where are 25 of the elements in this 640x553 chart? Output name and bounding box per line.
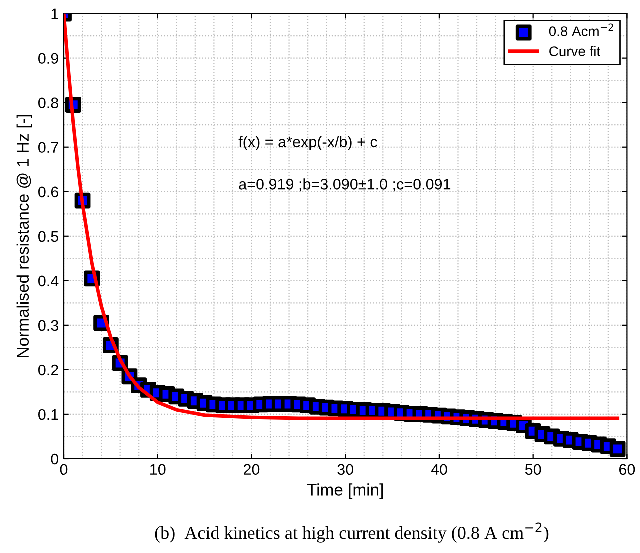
legend-label: 0.8 Acm$^{−2}$ (549, 24, 614, 36)
annotation: f(x) = a*exp(-x/b) + c (238, 136, 378, 151)
x-tick-label: 40 (431, 464, 448, 476)
y-tick-label: 0.8 (38, 98, 58, 109)
x-tick-label: 50 (525, 464, 542, 476)
y-tick-label: 0.3 (38, 320, 58, 332)
x-axis-title: Time [min] (307, 484, 383, 500)
x-tick-label: 60 (619, 464, 636, 476)
y-tick-label: 0.6 (38, 186, 58, 198)
text: (b) Acid kinetics at high current density (0.8 A cm$^{−2}$) (155, 522, 549, 543)
x-tick-label: 30 (338, 464, 354, 476)
annotation: a=0.919 ;b=3.090±1.0 ;c=0.091 (239, 178, 451, 192)
x-tick-label: 0 (60, 464, 68, 476)
y-tick-label: 0.4 (38, 276, 59, 287)
y-tick-label: 0.5 (38, 231, 58, 242)
y-tick-label: 0.2 (38, 364, 58, 376)
y-tick-label: 0 (51, 454, 59, 465)
y-tick-label: 0.7 (38, 142, 58, 154)
x-tick-label: 20 (244, 464, 260, 476)
legend-label: Curve fit (550, 46, 600, 56)
y-axis-title: Normalised resistance @ 1 Hz [-] (16, 115, 32, 358)
y-tick-label: 0.9 (38, 53, 58, 64)
y-tick-label: 1 (52, 8, 58, 20)
y-tick-label: 0.1 (38, 409, 58, 420)
x-tick-label: 10 (150, 464, 166, 476)
